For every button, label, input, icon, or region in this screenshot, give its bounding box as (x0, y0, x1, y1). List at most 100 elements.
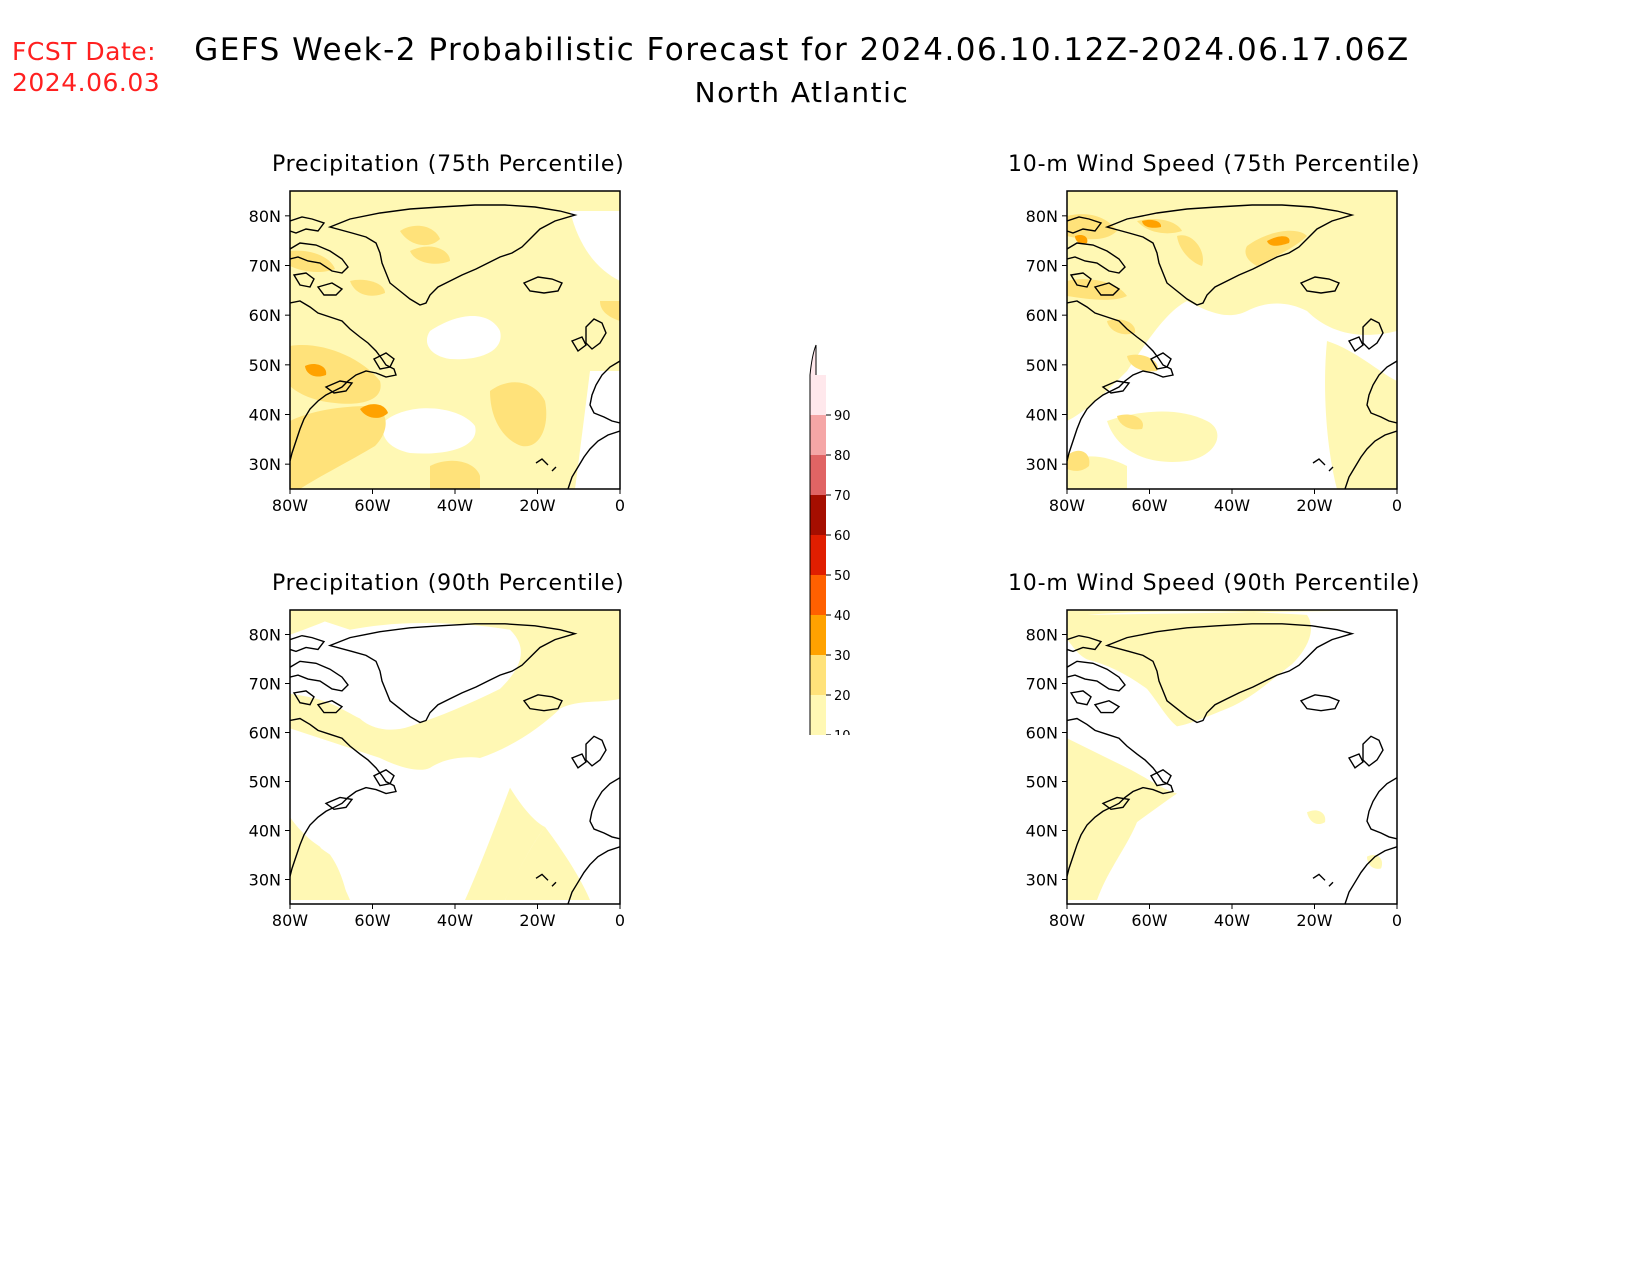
shaded-region (290, 406, 386, 489)
forecast-date-label: FCST Date: (12, 37, 157, 66)
shaded-region (350, 279, 385, 296)
lon-tick-label: 40W (437, 496, 473, 515)
lon-tick-label: 60W (354, 496, 390, 515)
shaded-region (360, 404, 388, 418)
shaded-region (600, 301, 620, 321)
colorbar-upper-arrow (809, 344, 817, 376)
shaded-region (430, 460, 480, 489)
lon-tick-label: 40W (1214, 911, 1250, 930)
lon-tick-label: 0 (615, 911, 625, 930)
panel-title: 10-m Wind Speed (75th Percentile) (1008, 152, 1421, 177)
shaded-region (1325, 341, 1397, 489)
probability-field (1067, 191, 1397, 489)
lat-tick-label: 80N (1026, 626, 1058, 645)
region-subtitle: North Atlantic (694, 76, 910, 109)
lat-tick-label: 30N (249, 871, 281, 890)
lat-tick-label: 30N (249, 455, 281, 474)
lat-tick-label: 40N (249, 822, 281, 841)
shaded-region (1267, 236, 1290, 246)
probability-field (290, 191, 620, 489)
lat-tick-label: 70N (249, 257, 281, 276)
colorbar-label: 90 (834, 409, 851, 424)
shaded-region (1075, 234, 1088, 244)
colorbar-label: 30 (834, 649, 851, 664)
lon-tick-label: 0 (1392, 496, 1402, 515)
shaded-region (570, 211, 620, 281)
lon-tick-label: 20W (519, 496, 555, 515)
lon-tick-label: 60W (1131, 496, 1167, 515)
colorbar-label: 40 (834, 609, 851, 624)
lat-tick-label: 60N (249, 724, 281, 743)
map-panel-1: 80N 70N 60N 50N 40N 30N 80W 60W 40W 20W 0 (249, 190, 625, 515)
shaded-region (1177, 235, 1203, 266)
colorbar-label: 50 (834, 569, 851, 584)
probability-field (290, 610, 620, 904)
shaded-region (290, 345, 381, 404)
lon-tick-label: 80W (272, 911, 308, 930)
lat-tick-label: 30N (1026, 871, 1058, 890)
shaded-region (1142, 219, 1162, 228)
lat-tick-label: 50N (1026, 773, 1058, 792)
forecast-date-value: 2024.06.03 (12, 68, 161, 97)
shaded-region (382, 408, 476, 454)
map-panel-3: 80N 70N 60N 50N 40N 30N 80W 60W 40W 20W 0 (249, 609, 625, 930)
lon-tick-label: 80W (272, 496, 308, 515)
shaded-region (1127, 354, 1158, 372)
lon-tick-label: 80W (1049, 911, 1085, 930)
shaded-region (290, 610, 350, 635)
lon-tick-label: 20W (1296, 911, 1332, 930)
lat-tick-label: 40N (1026, 406, 1058, 425)
lon-tick-label: 0 (615, 496, 625, 515)
shaded-region (1067, 610, 1397, 901)
colorbar-segment (810, 655, 826, 695)
colorbar-segment (810, 695, 826, 735)
shaded-region (1067, 814, 1137, 901)
lat-tick-label: 80N (249, 207, 281, 226)
lat-tick-label: 40N (1026, 822, 1058, 841)
lat-tick-label: 80N (1026, 207, 1058, 226)
colorbar-label: 70 (834, 489, 851, 504)
lat-tick-label: 40N (249, 406, 281, 425)
colorbar-segment (810, 495, 826, 535)
lat-tick-label: 70N (1026, 675, 1058, 694)
colorbar-label: 60 (834, 529, 851, 544)
shaded-region (400, 225, 440, 246)
colorbar-segment (810, 375, 826, 415)
shaded-region (1117, 414, 1143, 430)
colorbar-segment (810, 575, 826, 615)
lon-tick-label: 80W (1049, 496, 1085, 515)
lat-tick-label: 50N (249, 356, 281, 375)
lat-tick-label: 70N (1026, 257, 1058, 276)
lat-tick-label: 50N (1026, 356, 1058, 375)
colorbar-segment (810, 455, 826, 495)
shaded-region (290, 817, 348, 901)
shaded-region (465, 787, 545, 901)
colorbar-label: 80 (834, 449, 851, 464)
shaded-region (1067, 214, 1117, 240)
lon-tick-label: 40W (1214, 496, 1250, 515)
shaded-region (1307, 810, 1326, 825)
forecast-date-block: FCST Date: 2024.06.03 (12, 36, 160, 98)
colorbar-segment (810, 415, 826, 455)
shaded-region (1067, 450, 1090, 471)
lat-tick-label: 50N (249, 773, 281, 792)
shaded-region (490, 382, 547, 447)
lon-tick-label: 0 (1392, 911, 1402, 930)
shaded-region (305, 364, 327, 377)
panel-title: 10-m Wind Speed (90th Percentile) (1008, 571, 1421, 596)
probability-field (1067, 610, 1397, 904)
lon-tick-label: 20W (1296, 496, 1332, 515)
lat-tick-label: 60N (1026, 724, 1058, 743)
page-title: GEFS Week-2 Probabilistic Forecast for 2… (194, 32, 1410, 68)
lat-tick-label: 80N (249, 626, 281, 645)
colorbar-segment (810, 535, 826, 575)
shaded-region (575, 371, 620, 489)
colorbar-label: 10 (834, 729, 851, 735)
lat-tick-label: 30N (1026, 455, 1058, 474)
lat-tick-label: 60N (249, 306, 281, 325)
shaded-region (1245, 230, 1307, 266)
panel-title: Precipitation (75th Percentile) (272, 152, 625, 177)
lon-tick-label: 60W (1131, 911, 1167, 930)
shaded-region (1067, 191, 1397, 421)
